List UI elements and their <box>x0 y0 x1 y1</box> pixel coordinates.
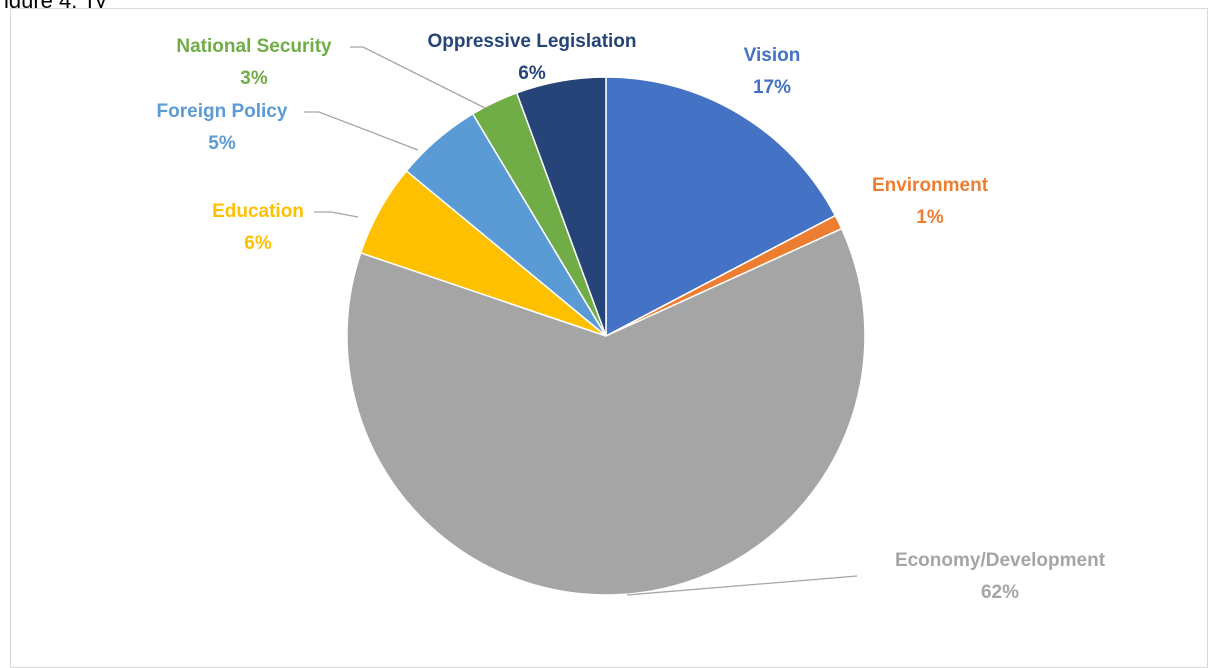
data-label: Economy/Development 62% <box>895 550 1106 603</box>
data-label-percent: 6% <box>518 63 546 84</box>
pie-slice-economy-development <box>346 227 866 596</box>
leader-line <box>304 111 419 151</box>
pie-slice-vision <box>605 76 837 338</box>
pie-slices <box>346 76 866 596</box>
data-label-category: Economy/Development <box>895 550 1106 571</box>
data-label-percent: 62% <box>981 582 1019 603</box>
data-label-category: Foreign Policy <box>157 101 288 122</box>
data-label: Education 6% <box>212 201 304 254</box>
data-label-percent: 1% <box>916 207 944 228</box>
data-label-category: Environment <box>872 175 989 196</box>
data-label: Vision 17% <box>744 45 801 98</box>
leader-lines <box>304 46 858 596</box>
data-label-percent: 17% <box>753 77 791 98</box>
data-labels: Vision 17% Environment 1% Economy/Developmen… <box>157 31 1106 603</box>
data-label-category: Education <box>212 201 304 222</box>
leader-line <box>626 575 858 596</box>
data-label: Foreign Policy 5% <box>157 101 288 154</box>
data-label-percent: 3% <box>240 68 268 89</box>
data-label-category: Oppressive Legislation <box>427 31 636 52</box>
data-label-category: Vision <box>744 45 801 66</box>
leader-line <box>314 211 359 218</box>
data-label-category: National Security <box>176 36 332 57</box>
leader-line <box>350 46 486 109</box>
data-label-percent: 6% <box>244 233 272 254</box>
data-label: Oppressive Legislation 6% <box>427 31 636 84</box>
data-label: Environment 1% <box>872 175 989 228</box>
pie-slice-oppressive-legislation <box>515 76 607 337</box>
data-label-percent: 5% <box>208 133 236 154</box>
data-label: National Security 3% <box>176 36 332 89</box>
